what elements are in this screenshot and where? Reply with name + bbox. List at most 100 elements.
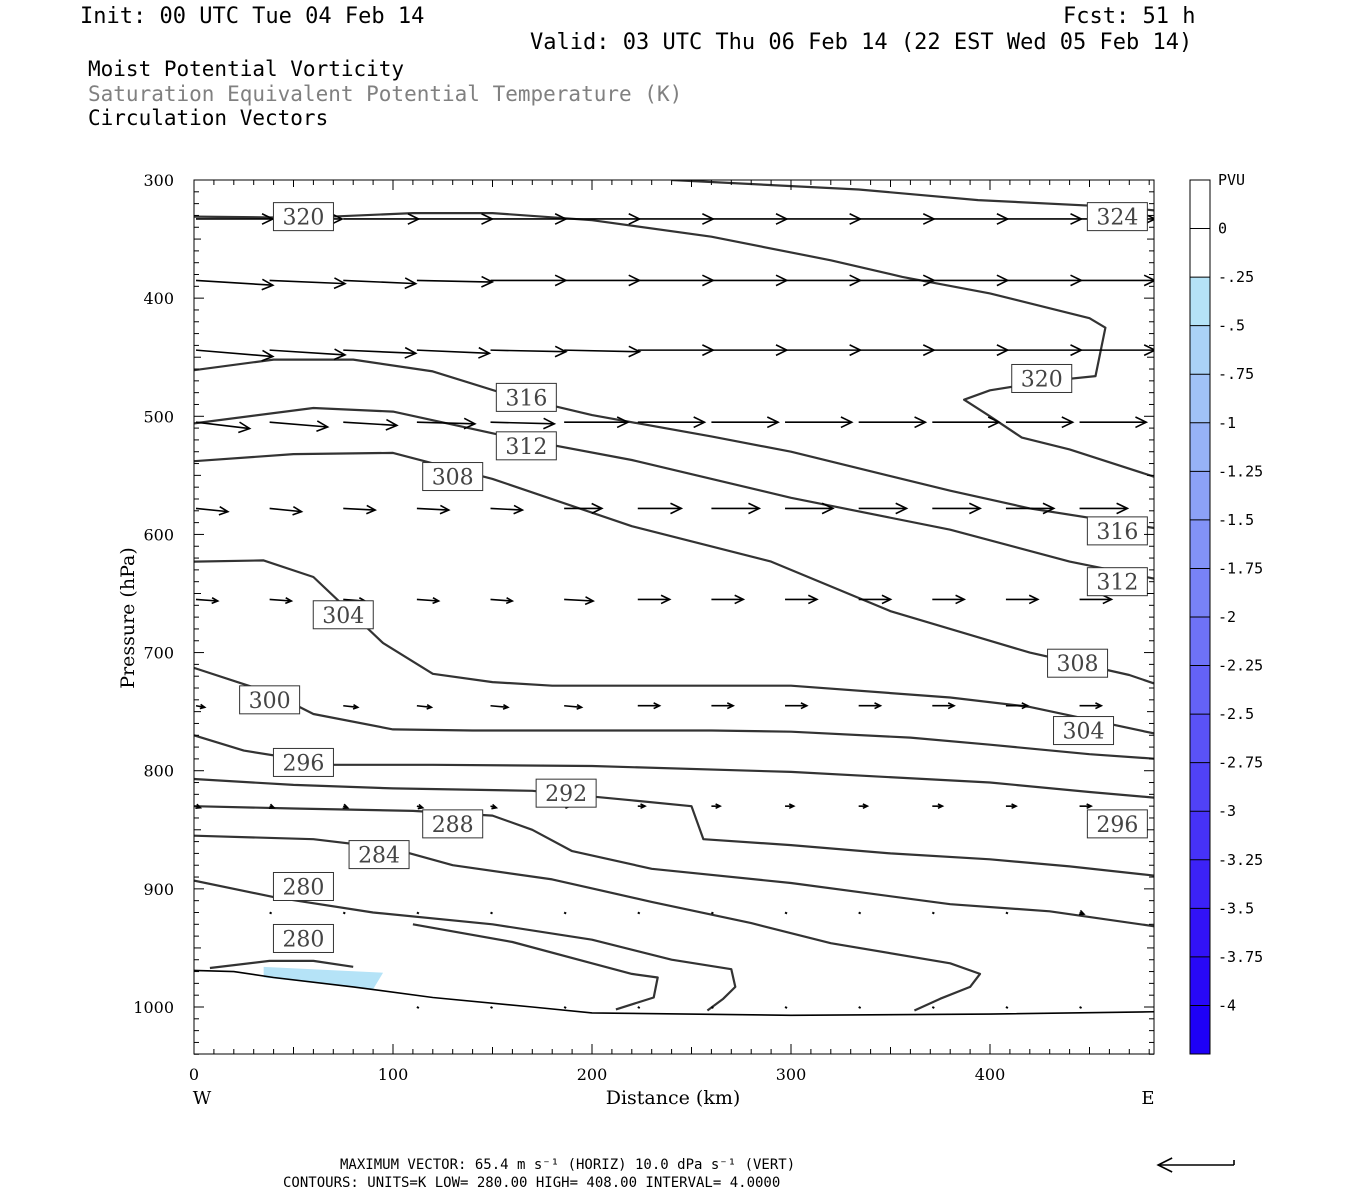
vector-arrow xyxy=(858,213,936,225)
contour-280-12 xyxy=(412,923,659,1011)
y-tick-label: 500 xyxy=(143,407,174,426)
colorbar-swatch xyxy=(1190,762,1210,812)
vector-arrow xyxy=(785,344,863,357)
colorbar-level-label: -1.25 xyxy=(1218,462,1263,480)
vector-arrow xyxy=(343,277,418,290)
vector-arrow xyxy=(1079,344,1154,357)
vector-arrow xyxy=(195,597,220,605)
contour-label-text: 316 xyxy=(1096,520,1138,545)
vector-arrow xyxy=(195,703,207,710)
vector-arrow xyxy=(564,416,630,429)
max-vector-note: MAXIMUM VECTOR: 65.4 m s⁻¹ (HORIZ) 10.0 … xyxy=(340,1157,796,1173)
x-tick-label: 300 xyxy=(776,1065,807,1084)
contour-label: 308 xyxy=(422,462,484,492)
vector-arrow xyxy=(711,502,762,515)
contour-label-text: 312 xyxy=(505,435,547,460)
vector-arrow xyxy=(563,911,567,915)
contour-label-text: 304 xyxy=(1063,720,1105,745)
contour-label: 320 xyxy=(1011,363,1073,393)
x-tick-label: 400 xyxy=(975,1065,1006,1084)
vector-arrow xyxy=(343,418,399,431)
colorbar-level-label: -3.25 xyxy=(1218,851,1263,869)
axes: 0 100 200 300 400 300 400 500 600 700 800 900 1000 W E… xyxy=(117,171,1235,1173)
vector-arrow xyxy=(711,274,789,287)
vector-arrow xyxy=(637,213,716,225)
y-tick-label: 600 xyxy=(143,525,174,544)
x-end-label-west: W xyxy=(193,1088,212,1109)
contour-label-text: 304 xyxy=(322,604,364,629)
contour-label: 300 xyxy=(239,685,301,715)
vector-arrow xyxy=(858,1006,862,1009)
colorbar-swatch xyxy=(1190,956,1210,1006)
contour-320-1 xyxy=(194,212,1154,478)
colorbar-swatch xyxy=(1190,277,1210,326)
vector-arrow xyxy=(1079,1006,1083,1009)
contour-label-text: 320 xyxy=(1021,367,1063,392)
field-theta-title: Saturation Equivalent Potential Temperat… xyxy=(88,82,683,106)
vector-arrow xyxy=(416,417,477,430)
colorbar-swatch xyxy=(1190,325,1210,375)
vector-arrow xyxy=(1079,502,1130,515)
vector-arrow xyxy=(858,702,883,710)
vector-arrow xyxy=(1005,911,1009,915)
colorbar-swatch xyxy=(1190,1005,1210,1054)
vector-arrow xyxy=(1079,274,1154,287)
vector-arrow xyxy=(785,416,854,429)
contour-label-text: 300 xyxy=(249,689,291,714)
pv-shade-0 xyxy=(263,966,384,990)
vector-arrow xyxy=(931,1006,935,1009)
vector-arrow xyxy=(858,274,936,287)
y-tick-label: 900 xyxy=(143,880,174,899)
colorbar-level-label: -1.75 xyxy=(1218,559,1263,577)
vector-arrow xyxy=(196,213,275,225)
contour-label-text: 292 xyxy=(545,782,587,807)
contour-312-3 xyxy=(194,406,1154,580)
colorbar-level-label: 0 xyxy=(1218,220,1227,238)
vector-arrow xyxy=(343,504,377,515)
vector-arrow xyxy=(785,702,809,710)
vector-arrow xyxy=(416,704,434,710)
vector-arrow xyxy=(710,911,714,915)
vector-arrow xyxy=(637,416,707,429)
contour-308-4 xyxy=(194,451,1154,685)
vector-arrow xyxy=(269,420,330,433)
contour-label-text: 308 xyxy=(1057,652,1099,677)
vector-arrow xyxy=(1079,594,1114,605)
colorbar-level-label: -.25 xyxy=(1218,268,1254,286)
colorbar-level-label: -3.5 xyxy=(1218,899,1254,917)
contour-280-13 xyxy=(209,959,354,970)
vector-arrow xyxy=(195,349,275,362)
vector-arrow xyxy=(637,502,684,515)
vector-arrow xyxy=(490,703,510,710)
contour-label: 316 xyxy=(1086,516,1148,546)
vector-arrow xyxy=(858,416,928,429)
y-tick-label: 300 xyxy=(143,171,174,190)
contour-label: 320 xyxy=(272,202,334,232)
vector-arrow xyxy=(564,502,604,515)
vector-arrow xyxy=(710,1006,714,1009)
colorbar-level-label: -2 xyxy=(1218,608,1236,626)
plot-contents xyxy=(194,180,1154,1017)
vector-arrow xyxy=(711,594,746,605)
init-time: Init: 00 UTC Tue 04 Feb 14 xyxy=(80,4,425,29)
colorbar-swatch xyxy=(1190,228,1210,278)
vector-arrow xyxy=(342,803,350,810)
reference-vector xyxy=(1156,1157,1235,1173)
vector-arrow xyxy=(932,344,1010,357)
contour-label: 312 xyxy=(1086,567,1148,597)
contour-label: 308 xyxy=(1047,648,1109,678)
vector-arrow xyxy=(563,1006,567,1009)
vector-arrow xyxy=(416,597,441,605)
vector-arrow xyxy=(490,1006,493,1009)
y-tick-label: 1000 xyxy=(133,998,174,1017)
colorbar-swatch xyxy=(1190,859,1210,909)
colorbar-swatch xyxy=(1190,422,1210,472)
y-tick-label: 800 xyxy=(143,762,174,781)
contour-label-text: 320 xyxy=(282,206,324,231)
contour-label-text: 316 xyxy=(505,386,547,411)
vector-arrow xyxy=(711,803,722,810)
colorbar-swatch xyxy=(1190,908,1210,957)
colorbar-swatch xyxy=(1190,568,1210,617)
colorbar-level-label: -.5 xyxy=(1218,317,1245,335)
vector-arrow xyxy=(1005,274,1084,287)
